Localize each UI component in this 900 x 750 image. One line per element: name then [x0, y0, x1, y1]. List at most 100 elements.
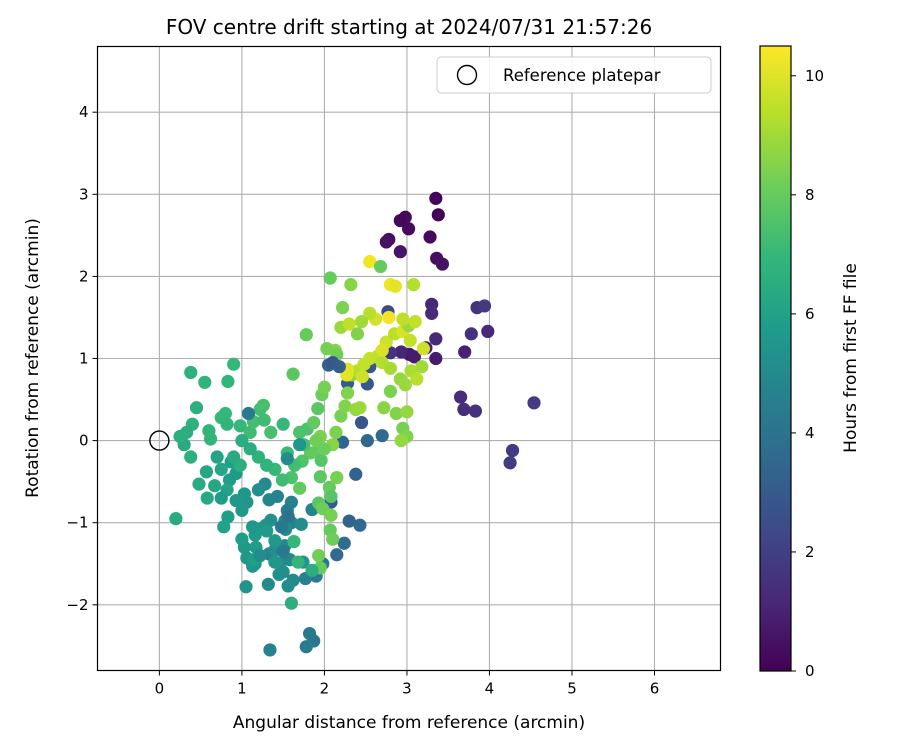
data-point: [468, 404, 483, 418]
data-point: [340, 386, 355, 400]
data-point: [329, 425, 343, 439]
data-point: [314, 453, 328, 467]
data-point: [355, 369, 369, 384]
data-point: [235, 503, 249, 517]
data-point: [264, 425, 278, 439]
data-point: [394, 345, 408, 359]
data-point: [338, 399, 352, 413]
data-point: [503, 456, 517, 470]
data-point: [293, 425, 307, 439]
data-point: [218, 406, 233, 421]
data-point: [379, 235, 393, 249]
data-point: [464, 327, 478, 341]
data-point: [276, 544, 290, 559]
data-point: [350, 327, 365, 341]
data-point: [192, 477, 206, 491]
data-point: [239, 580, 253, 594]
data-point: [423, 230, 437, 244]
data-point: [383, 384, 398, 398]
y-axis-ticks: −2 −1 0 1 2 3 4: [66, 103, 98, 614]
data-point: [375, 343, 389, 357]
data-point: [324, 508, 338, 522]
x-tick-label: 2: [320, 680, 330, 698]
data-point: [349, 467, 363, 481]
data-point: [431, 208, 445, 222]
data-point: [263, 643, 277, 657]
data-point: [317, 380, 332, 394]
data-point: [233, 419, 247, 433]
x-axis-title: Angular distance from reference (arcmin): [233, 713, 585, 733]
data-point: [416, 342, 431, 356]
data-point: [274, 520, 289, 534]
data-point: [264, 513, 278, 527]
data-point: [393, 213, 407, 228]
data-point: [337, 536, 351, 550]
data-point: [481, 324, 495, 339]
data-point: [326, 532, 340, 546]
data-point: [410, 372, 424, 386]
data-point: [388, 279, 402, 293]
data-point: [208, 479, 222, 493]
data-points: [169, 191, 541, 657]
data-point: [184, 450, 198, 464]
data-point: [227, 450, 241, 464]
x-tick-label: 6: [650, 680, 660, 698]
data-point: [241, 406, 256, 421]
data-point: [307, 415, 321, 430]
data-point: [400, 405, 414, 419]
data-point: [243, 425, 257, 439]
x-tick-label: 4: [485, 680, 495, 698]
data-point: [429, 351, 443, 366]
data-point: [363, 255, 377, 269]
data-point: [262, 493, 276, 507]
data-point: [334, 409, 348, 423]
data-point: [429, 191, 443, 205]
data-point: [189, 401, 204, 415]
x-tick-label: 1: [237, 680, 247, 698]
data-point: [294, 517, 308, 531]
data-point: [281, 579, 295, 593]
data-point: [299, 328, 313, 342]
data-point: [299, 640, 313, 654]
data-point: [235, 532, 249, 546]
y-axis-title: Rotation from reference (arcmin): [23, 218, 43, 498]
data-point: [375, 429, 389, 443]
data-point: [309, 434, 323, 448]
data-point: [324, 489, 338, 504]
data-point: [312, 548, 326, 563]
data-point: [251, 450, 266, 464]
data-point: [200, 491, 214, 505]
data-point: [261, 577, 275, 591]
data-point: [311, 401, 325, 416]
chart-title: FOV centre drift starting at 2024/07/31 …: [166, 15, 652, 39]
x-axis-ticks: 0 1 2 3 4 5 6: [155, 670, 660, 698]
data-point: [342, 514, 356, 528]
data-point: [287, 534, 301, 549]
colorbar-tick-label: 0: [805, 662, 815, 680]
data-point: [221, 374, 235, 389]
data-point: [243, 442, 257, 456]
data-point: [280, 452, 294, 466]
data-point: [305, 563, 319, 577]
data-point: [260, 458, 274, 472]
data-point: [198, 375, 212, 389]
data-point: [237, 487, 251, 501]
data-point: [389, 406, 403, 421]
data-point: [203, 432, 218, 446]
data-point: [435, 257, 450, 271]
data-point: [330, 470, 344, 485]
data-point: [429, 332, 443, 346]
x-tick-label: 5: [567, 680, 577, 698]
x-tick-label: 0: [155, 680, 165, 698]
data-point: [251, 483, 266, 497]
data-point: [407, 350, 421, 364]
data-point: [257, 413, 271, 427]
data-point: [227, 357, 241, 371]
y-tick-label: 3: [79, 185, 89, 203]
data-point: [276, 417, 290, 431]
data-point: [221, 510, 235, 524]
data-point: [377, 401, 391, 415]
colorbar-tick-label: 2: [805, 543, 815, 561]
